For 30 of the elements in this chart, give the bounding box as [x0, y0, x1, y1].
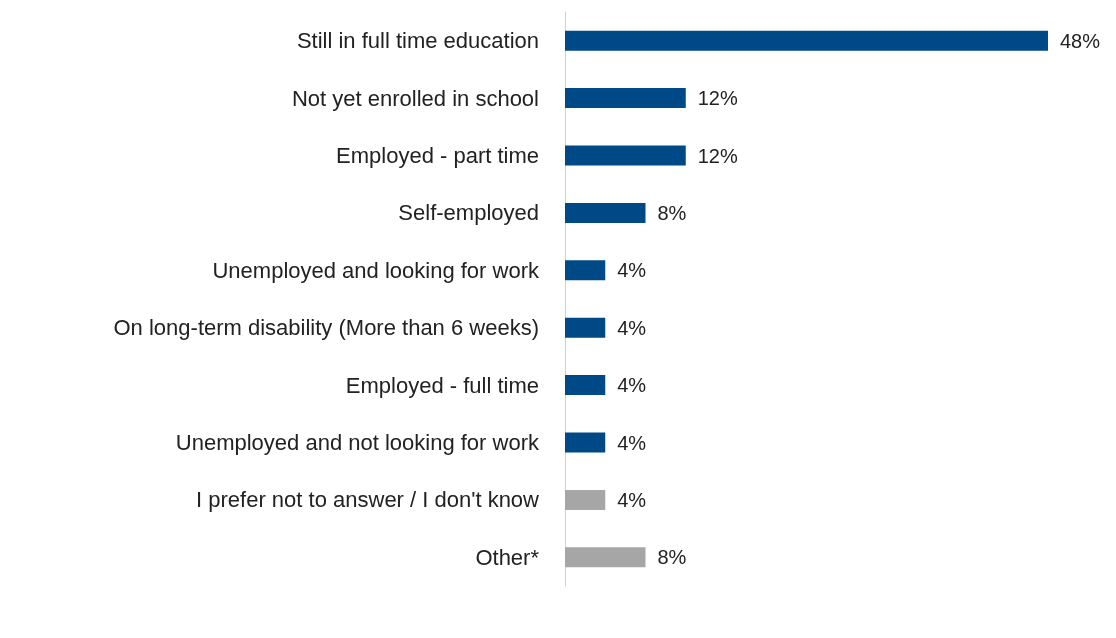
data-label: 4%: [617, 316, 647, 339]
data-label: 4%: [617, 259, 647, 282]
data-label: 4%: [617, 431, 647, 454]
bar: [565, 375, 606, 396]
data-label: 12%: [697, 144, 738, 167]
data-label: 8%: [657, 201, 687, 224]
y-tick-label: Still in full time education: [296, 28, 539, 54]
y-tick-label: Employed - part time: [336, 143, 539, 168]
y-tick-label: Unemployed and looking for work: [212, 257, 540, 283]
y-tick-label: Unemployed and not looking for work: [175, 430, 540, 455]
bar: [565, 145, 686, 166]
bar: [565, 260, 606, 281]
bar: [565, 30, 1048, 51]
y-tick-label: Not yet enrolled in school: [291, 85, 539, 111]
bar: [565, 202, 646, 223]
bar: [565, 547, 646, 568]
bar: [565, 489, 606, 510]
data-label: 8%: [657, 546, 687, 569]
bar: [565, 88, 686, 109]
data-label: 48%: [1060, 29, 1101, 52]
y-tick-label: Employed - full time: [345, 372, 539, 398]
bar: [565, 432, 606, 453]
data-label: 4%: [617, 374, 647, 397]
y-tick-label: I prefer not to answer / I don't know: [196, 487, 540, 513]
y-tick-label: On long-term disability (More than 6 weeks): [113, 315, 539, 341]
y-tick-label: Self-employed: [398, 200, 539, 226]
data-label: 4%: [617, 488, 647, 511]
y-tick-label: Other*: [475, 544, 540, 570]
data-label: 12%: [697, 87, 738, 110]
bar: [565, 317, 606, 338]
